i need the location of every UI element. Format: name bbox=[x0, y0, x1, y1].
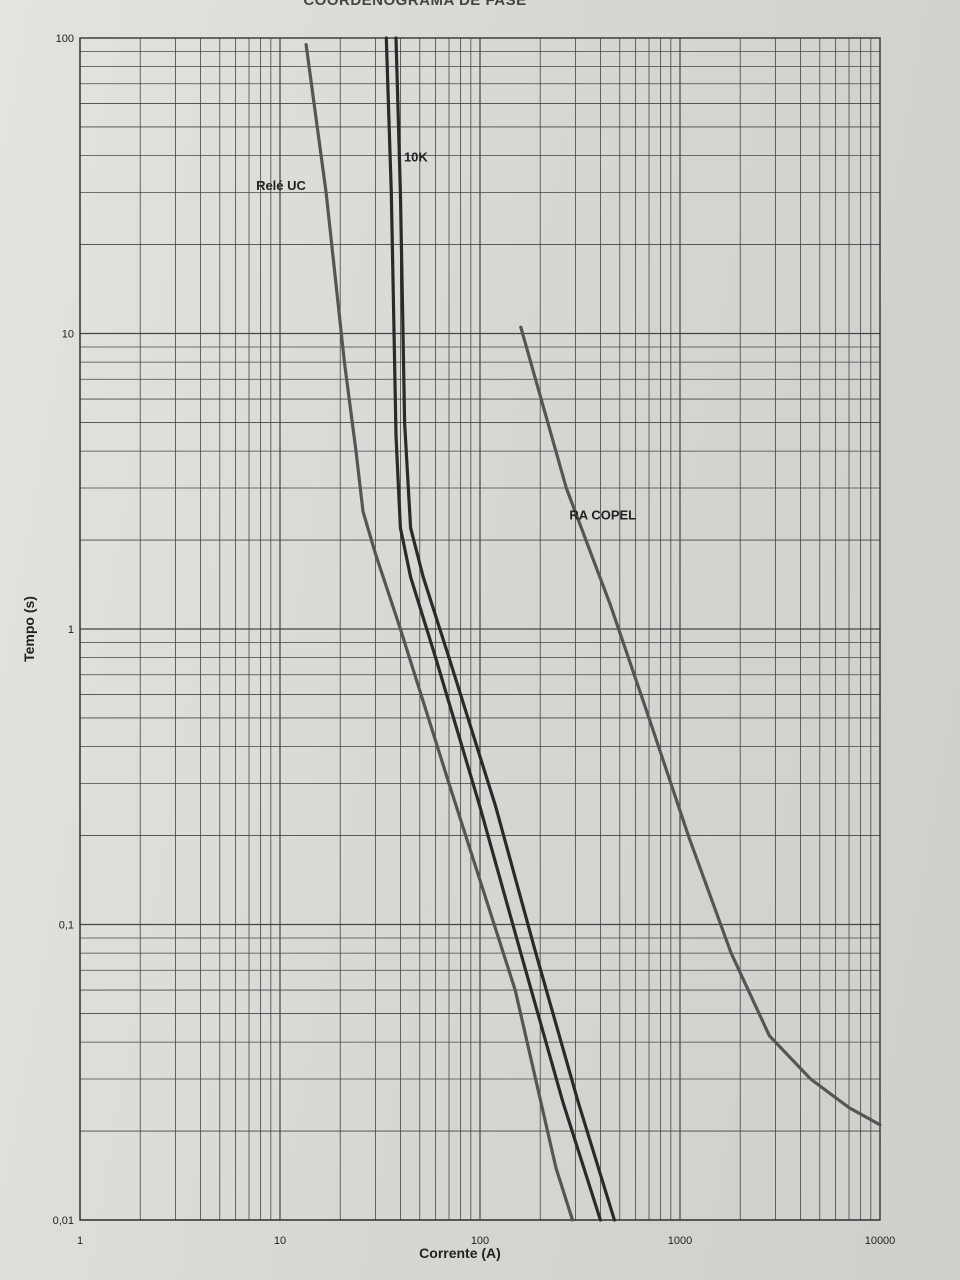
x-axis-ticks: 1 10 100 1000 10000 bbox=[77, 1235, 895, 1247]
chart-title: COORDENOGRAMA DE FASE bbox=[303, 0, 527, 9]
series-line-4 bbox=[519, 325, 882, 1127]
series-line-3 bbox=[394, 36, 616, 1222]
y-tick-label: 0,01 bbox=[53, 1215, 74, 1227]
curve-label: Relé UC bbox=[256, 178, 306, 193]
x-tick-label: 1000 bbox=[668, 1235, 692, 1247]
series-line-1 bbox=[304, 43, 575, 1222]
x-tick-label: 10 bbox=[274, 1235, 286, 1247]
curve-labels: Relé UC 10K RA COPEL bbox=[256, 150, 636, 523]
y-axis-title: Tempo (s) bbox=[21, 596, 37, 662]
x-tick-label: 100 bbox=[471, 1235, 489, 1247]
y-axis-ticks: 0,01 0,1 1 10 100 bbox=[53, 33, 74, 1227]
curve-label: 10K bbox=[404, 150, 428, 165]
plot-frame bbox=[79, 37, 881, 1221]
y-tick-label: 100 bbox=[56, 33, 74, 45]
curve-label: RA COPEL bbox=[569, 508, 636, 523]
series-line-2 bbox=[384, 36, 602, 1222]
x-tick-label: 10000 bbox=[865, 1235, 896, 1247]
series-layer bbox=[304, 36, 882, 1222]
y-tick-label: 10 bbox=[62, 329, 74, 341]
x-axis-title: Corrente (A) bbox=[419, 1245, 501, 1261]
x-tick-label: 1 bbox=[77, 1235, 83, 1247]
chart-grid bbox=[79, 38, 880, 1221]
y-tick-label: 1 bbox=[68, 624, 74, 636]
y-tick-label: 0,1 bbox=[59, 920, 74, 932]
